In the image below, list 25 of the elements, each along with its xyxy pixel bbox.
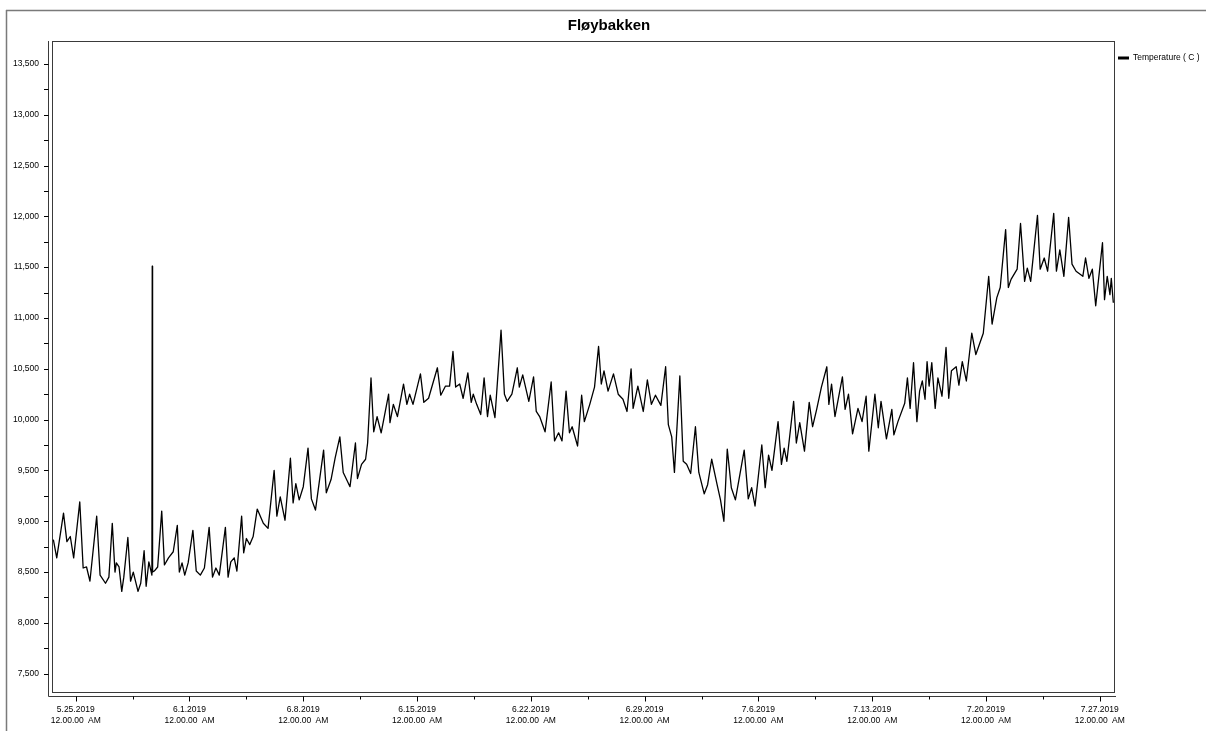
x-tick-label: 6.1.2019 12.00.00 AM [164, 704, 215, 725]
x-tick-label: 7.13.2019 12.00.00 AM [847, 704, 898, 725]
x-tick-label: 6.8.2019 12.00.00 AM [278, 704, 329, 725]
y-tick-label: 12,500 [13, 159, 40, 170]
x-tick-label: 5.25.2019 12.00.00 AM [50, 704, 101, 725]
y-tick-label: 8,500 [17, 566, 40, 577]
y-tick-label: 9,000 [17, 515, 40, 526]
legend-label: Temperature ( C ) [1133, 52, 1200, 63]
x-tick-label: 6.29.2019 12.00.00 AM [619, 704, 670, 725]
y-tick-label: 7,500 [17, 668, 40, 679]
y-tick-label: 8,000 [17, 617, 40, 628]
x-tick-label: 6.15.2019 12.00.00 AM [392, 704, 443, 725]
y-tick-label: 13,500 [13, 58, 40, 69]
chart-title: Fløybakken [567, 15, 651, 33]
y-tick-label: 13,000 [13, 109, 40, 120]
x-tick-label: 6.22.2019 12.00.00 AM [505, 704, 556, 725]
y-tick-label: 10,000 [13, 413, 40, 424]
x-tick-label: 7.6.2019 12.00.00 AM [733, 704, 784, 725]
y-tick-label: 12,000 [13, 210, 40, 221]
x-tick-label: 7.20.2019 12.00.00 AM [960, 704, 1012, 725]
x-tick-label: 7.27.2019 12.00.00 AM [1074, 704, 1125, 725]
y-tick-label: 9,500 [17, 464, 40, 475]
y-tick-label: 11,500 [13, 261, 40, 272]
y-tick-label: 10,500 [13, 363, 40, 374]
y-tick-label: 11,000 [13, 312, 40, 323]
